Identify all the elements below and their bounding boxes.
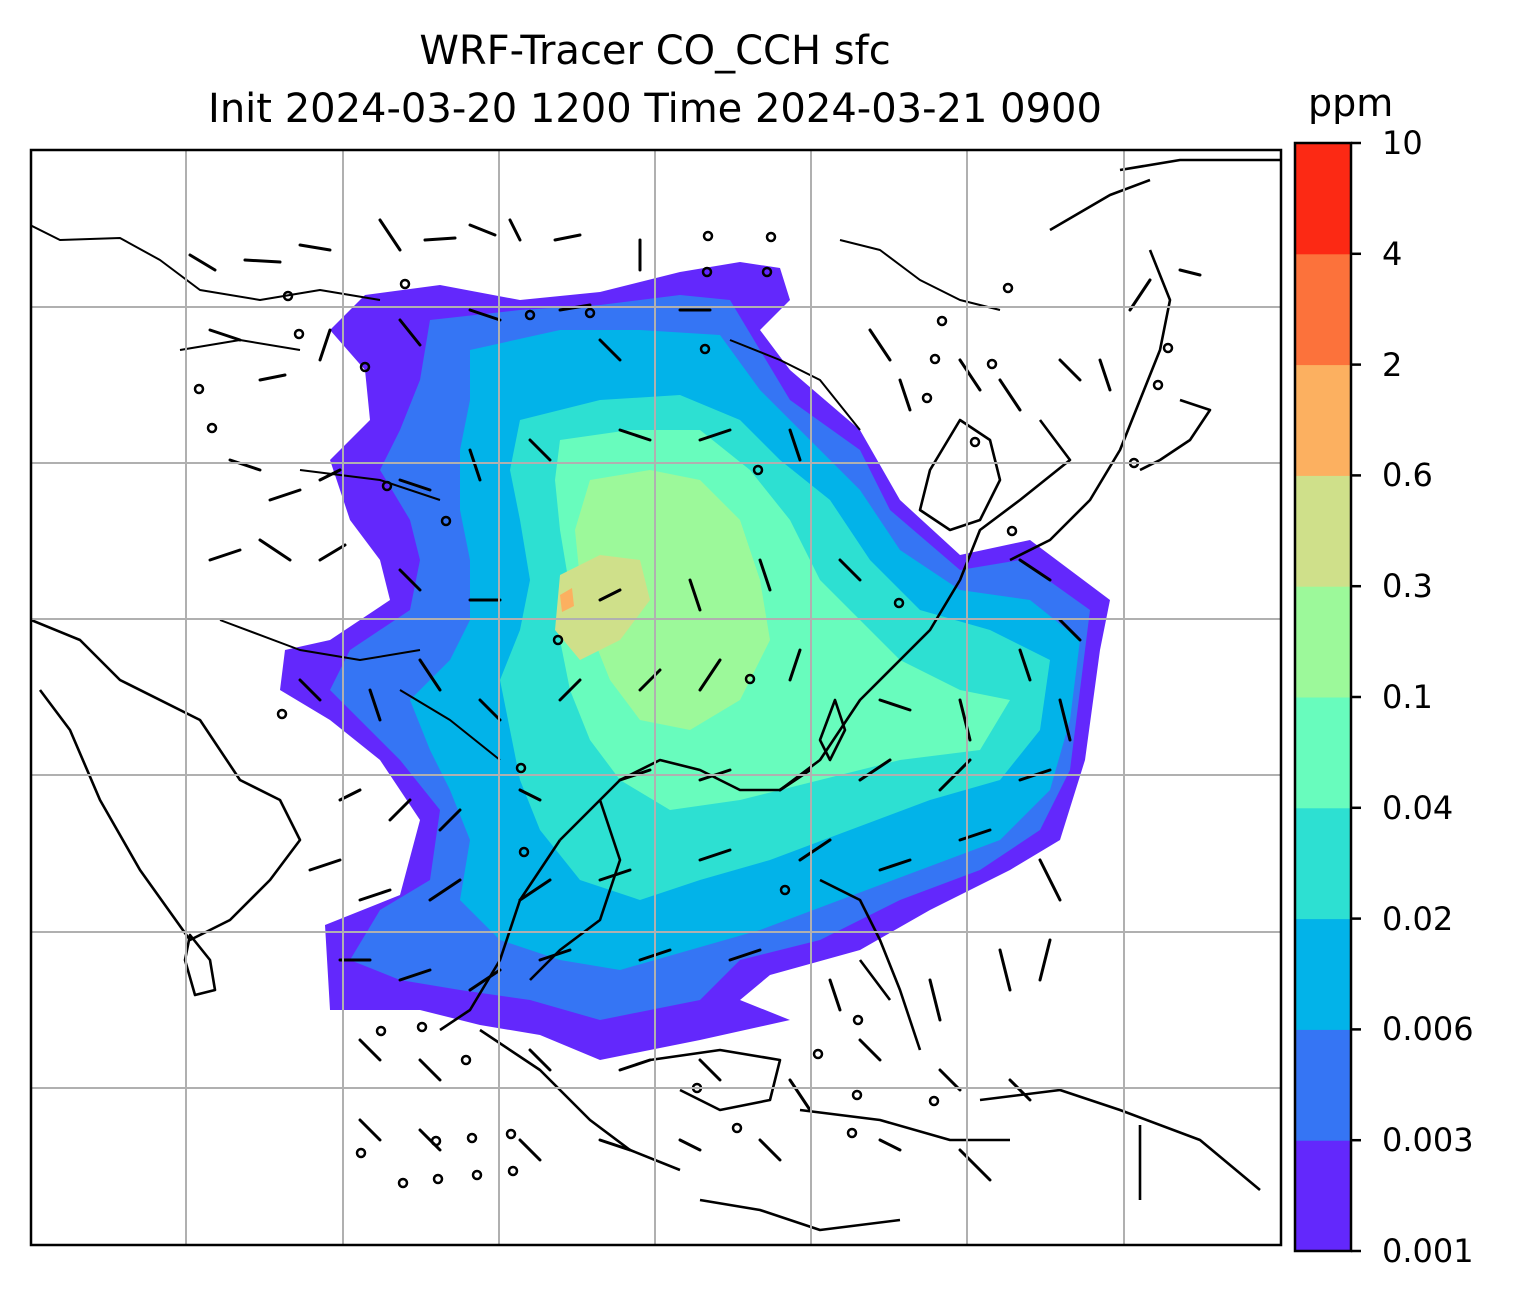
colorbar-tick-label: 0.003 bbox=[1382, 1121, 1474, 1160]
gridlines bbox=[31, 150, 1281, 1245]
colorbar-segment-6 bbox=[1295, 475, 1351, 587]
colorbar-segment-7 bbox=[1295, 364, 1351, 476]
coastline-japan bbox=[1009, 249, 1212, 562]
colorbar-tick-label: 0.3 bbox=[1382, 567, 1433, 606]
colorbar-segment-8 bbox=[1295, 253, 1351, 366]
colorbar-frame bbox=[1293, 141, 1353, 1253]
coastline-taiwan bbox=[818, 698, 847, 762]
colorbar-tick-label: 0.02 bbox=[1382, 899, 1454, 938]
colorbar-tick-label: 0.1 bbox=[1382, 678, 1433, 716]
colorbar bbox=[1295, 141, 1361, 1253]
colorbar-unit-label: ppm bbox=[1308, 81, 1394, 125]
colorbar-segment-3 bbox=[1295, 807, 1351, 920]
colorbar-segment-2 bbox=[1295, 918, 1351, 1030]
colorbar-segment-5 bbox=[1295, 586, 1351, 698]
colorbar-segment-1 bbox=[1295, 1029, 1351, 1141]
tracer-level-0.3 bbox=[555, 555, 650, 660]
coastline-india bbox=[31, 618, 302, 997]
colorbar-tick-label: 0.04 bbox=[1382, 788, 1454, 827]
colorbar-segment-4 bbox=[1295, 697, 1351, 809]
map-frame bbox=[29, 148, 1283, 1247]
tracer-level-0.6 bbox=[560, 588, 574, 612]
tracer-level-0.1 bbox=[575, 470, 770, 730]
colorbar-tick-label: 0.6 bbox=[1382, 456, 1433, 495]
coastline-china bbox=[559, 158, 1280, 841]
colorbar-tick-label: 0.001 bbox=[1382, 1232, 1474, 1270]
map-subtitle: Init 2024-03-20 1200 Time 2024-03-21 090… bbox=[208, 86, 1102, 132]
colorbar-tick-label: 4 bbox=[1382, 234, 1403, 273]
coastlines bbox=[31, 158, 1280, 1232]
colorbar-segment-0 bbox=[1295, 1140, 1351, 1252]
map-title: WRF-Tracer CO_CCH sfc bbox=[419, 28, 891, 74]
coastline-philippines bbox=[819, 878, 922, 1051]
wind-barbs bbox=[188, 218, 1202, 1182]
coastline-korea bbox=[918, 418, 1002, 532]
tracer-field bbox=[280, 262, 1110, 1060]
coastline-indonesia bbox=[479, 1028, 1261, 1232]
colorbar-tick-label: 2 bbox=[1382, 345, 1403, 384]
colorbar-segment-9 bbox=[1295, 143, 1351, 255]
colorbar-tick-label: 10 bbox=[1382, 124, 1423, 162]
colorbar-tick-label: 0.006 bbox=[1382, 1010, 1474, 1049]
